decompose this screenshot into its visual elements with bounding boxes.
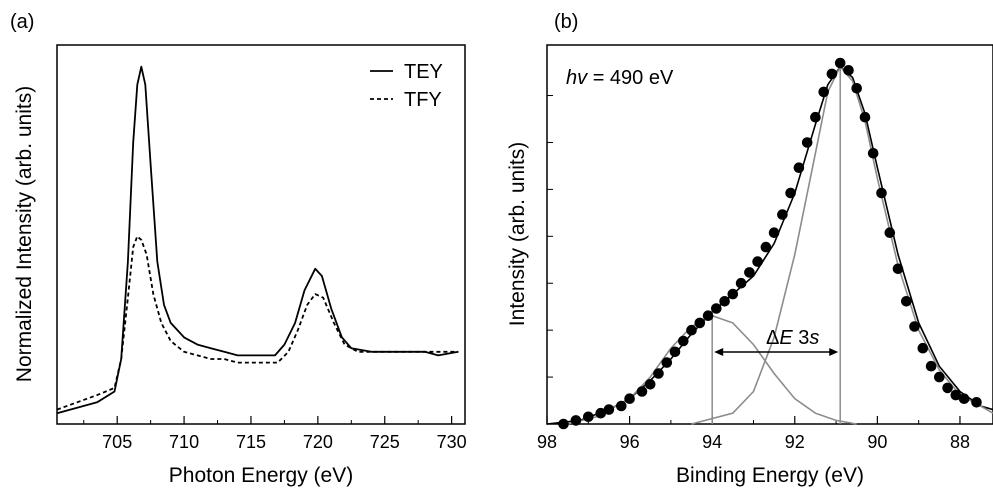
data-point <box>570 415 582 426</box>
panel-a-plot-frame <box>56 44 466 425</box>
panel-b-ticks: 98 96 94 92 90 88 <box>537 95 970 452</box>
data-point <box>711 303 722 314</box>
data-point <box>678 335 689 347</box>
data-point <box>950 389 962 401</box>
data-point <box>624 393 635 405</box>
data-point <box>884 227 896 238</box>
data-point <box>727 288 739 300</box>
panel-a-x-tick-label: 715 <box>236 432 266 452</box>
data-point <box>777 209 788 220</box>
data-point <box>583 411 594 423</box>
data-point <box>785 187 796 199</box>
panel-a: (a) 705 710 715 720 725 730 TEY TFY Photon En… <box>10 11 467 487</box>
exchange-splitting-label: ΔE 3s <box>766 327 819 349</box>
panel-a-series <box>56 65 459 415</box>
data-point <box>818 86 829 98</box>
data-point <box>661 357 673 368</box>
photon-energy-annotation: hv = 490 eV <box>566 67 674 89</box>
panel-b-annotations: hv = 490 eV ΔE 3s <box>566 67 839 356</box>
panel-b-plot-frame <box>546 44 993 425</box>
data-point <box>653 368 664 379</box>
data-point <box>971 397 982 408</box>
data-point <box>859 111 871 123</box>
exchange-splitting-arrow-head-right <box>829 348 839 356</box>
panel-b-x-tick-label: 94 <box>702 432 722 452</box>
panel-a-ticks: 705 710 715 720 725 730 <box>83 416 467 452</box>
data-point <box>826 68 838 80</box>
panel-a-x-tick-label: 710 <box>169 432 199 452</box>
panel-a-y-axis-title: Normalized Intensity (arb. units) <box>13 86 36 382</box>
data-point <box>810 111 821 123</box>
data-point <box>942 382 953 394</box>
data-point <box>694 317 706 329</box>
data-point <box>958 393 970 405</box>
exchange-splitting-level: 3 <box>798 327 809 349</box>
data-point <box>768 227 780 238</box>
legend-tey-label: TEY <box>404 61 443 83</box>
data-point <box>901 296 912 307</box>
panel-b-x-tick-label: 88 <box>950 432 970 452</box>
tfy-line <box>56 235 459 411</box>
exchange-splitting-arrow-head-left <box>714 348 724 356</box>
panel-b-x-tick-label: 96 <box>620 432 640 452</box>
data-point <box>843 65 854 76</box>
panel-b-x-tick-label: 98 <box>537 432 557 452</box>
data-point <box>876 187 887 199</box>
panel-b: (b) 98 96 94 92 90 88 hv = 490 eV ΔE 3s Bindi… <box>506 11 993 487</box>
panel-a-label: (a) <box>10 11 34 33</box>
panel-a-x-tick-label: 705 <box>102 432 132 452</box>
data-point <box>867 148 879 159</box>
data-point <box>934 371 945 383</box>
data-point <box>603 404 615 415</box>
data-point <box>636 386 648 397</box>
panel-b-label: (b) <box>554 11 578 33</box>
component-high-spin-line <box>691 65 993 425</box>
panel-b-series <box>546 57 993 430</box>
data-point <box>834 57 846 69</box>
panel-b-x-tick-label: 90 <box>867 432 887 452</box>
tey-line <box>56 65 459 415</box>
data-point <box>644 379 656 390</box>
data-point <box>558 418 569 430</box>
data-point <box>616 400 627 412</box>
data-point <box>719 296 730 307</box>
panel-b-y-axis-title: Intensity (arb. units) <box>506 142 529 326</box>
data-point <box>909 321 920 332</box>
data-point <box>851 83 862 94</box>
panel-a-x-tick-label: 725 <box>370 432 400 452</box>
data-point <box>735 277 747 289</box>
data-point <box>917 342 929 354</box>
panel-a-x-axis-title: Photon Energy (eV) <box>169 464 353 487</box>
data-point <box>744 267 755 278</box>
data-point <box>686 324 697 336</box>
photon-energy-value: = 490 eV <box>593 67 674 89</box>
panel-a-x-tick-label: 730 <box>437 432 467 452</box>
data-point <box>669 346 681 358</box>
panel-b-x-axis-title: Binding Energy (eV) <box>676 464 864 487</box>
data-point <box>892 263 904 275</box>
data-point <box>595 407 606 419</box>
panel-a-x-tick-label: 720 <box>303 432 333 452</box>
panel-a-legend: TEY TFY <box>370 61 443 111</box>
data-point <box>752 256 763 267</box>
data-point <box>801 137 813 148</box>
data-point <box>793 162 805 173</box>
data-point <box>702 310 714 322</box>
data-point <box>925 360 937 372</box>
data-point <box>760 241 772 253</box>
panel-b-x-tick-label: 92 <box>785 432 805 452</box>
legend-tfy-label: TFY <box>404 89 442 111</box>
